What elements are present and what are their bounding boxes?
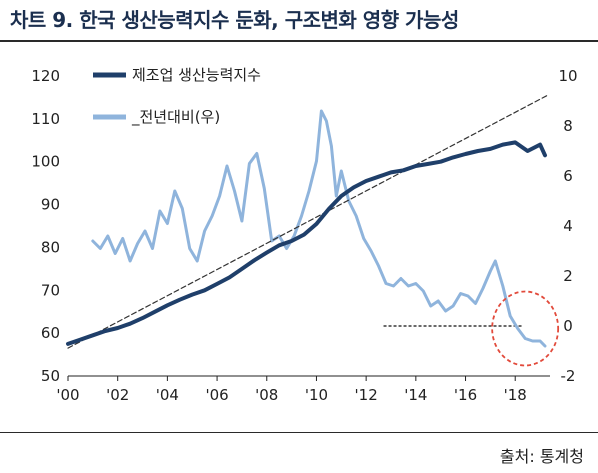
legend-label-yoy: _전년대비(우) <box>131 108 220 127</box>
left-tick-label: 100 <box>31 153 60 171</box>
x-tick-label: '16 <box>454 386 477 404</box>
left-tick-label: 120 <box>31 67 60 85</box>
left-tick-label: 80 <box>41 238 60 256</box>
x-tick-label: '02 <box>106 386 129 404</box>
trend-line <box>67 94 549 349</box>
title-divider <box>0 40 598 42</box>
left-tick-label: 90 <box>41 196 60 214</box>
left-tick-label: 60 <box>41 324 60 342</box>
legend-label-index: 제조업 생산능력지수 <box>132 66 261 84</box>
x-tick-label: '06 <box>205 386 228 404</box>
x-tick-label: '08 <box>255 386 278 404</box>
right-tick-label: 6 <box>563 167 573 185</box>
left-tick-label: 110 <box>31 110 60 128</box>
x-tick-label: '12 <box>355 386 378 404</box>
footer-divider <box>0 432 598 433</box>
series-line-yoy <box>91 109 547 348</box>
right-tick-label: 0 <box>563 317 573 335</box>
x-tick-label: '10 <box>305 386 328 404</box>
legend-group: 제조업 생산능력지수 _전년대비(우) <box>93 66 261 127</box>
x-tick-label: '04 <box>156 386 179 404</box>
chart-title: 차트 9. 한국 생산능력지수 둔화, 구조변화 영향 가능성 <box>10 8 459 32</box>
left-tick-label: 70 <box>41 281 60 299</box>
left-tick-label: 50 <box>41 367 60 385</box>
right-tick-label: -2 <box>561 367 576 385</box>
right-tick-label: 8 <box>563 117 573 135</box>
right-tick-label: 2 <box>563 267 573 285</box>
right-tick-label: 10 <box>558 67 577 85</box>
source-note: 출처: 통계청 <box>499 447 584 466</box>
series-group <box>66 94 560 367</box>
x-tick-label: '18 <box>504 386 527 404</box>
highlight-circle <box>491 290 560 367</box>
x-tick-label: '14 <box>404 386 427 404</box>
series-line-index <box>66 140 547 346</box>
right-tick-label: 4 <box>563 217 573 235</box>
axes-group: 120 110 100 90 80 70 60 50 10 8 6 4 2 0 -2 '00 '02 '04 '06… <box>31 67 577 404</box>
x-tick-label: '00 <box>56 386 79 404</box>
